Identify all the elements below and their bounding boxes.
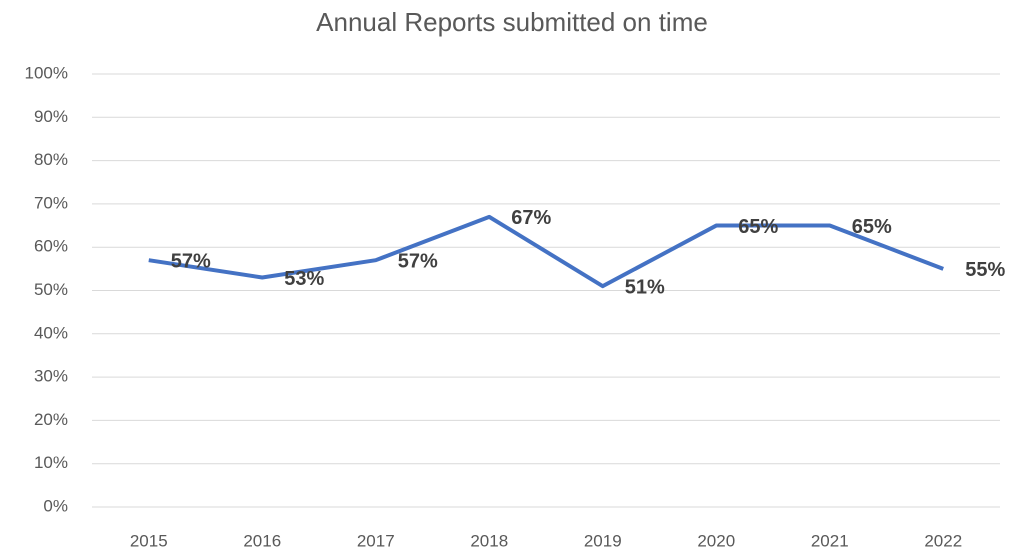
y-tick-label: 30% (34, 367, 68, 386)
x-tick-label: 2016 (243, 531, 281, 550)
y-tick-label: 20% (34, 410, 68, 429)
data-label: 65% (852, 216, 892, 238)
x-tick-label: 2018 (470, 531, 508, 550)
x-tick-label: 2022 (924, 531, 962, 550)
data-label: 57% (171, 250, 211, 272)
data-label: 51% (625, 276, 665, 298)
x-tick-label: 2021 (811, 531, 849, 550)
data-label: 55% (965, 259, 1005, 281)
data-line (148, 214, 944, 289)
y-tick-label: 40% (34, 323, 68, 342)
x-tick-label: 2015 (130, 531, 168, 550)
y-tick-label: 60% (34, 237, 68, 256)
x-tick-label: 2017 (357, 531, 395, 550)
data-label: 65% (738, 216, 778, 238)
x-tick-label: 2020 (697, 531, 735, 550)
data-label: 57% (398, 250, 438, 272)
y-tick-label: 50% (34, 280, 68, 299)
data-label: 53% (284, 268, 324, 290)
y-tick-label: 0% (43, 496, 68, 515)
x-tick-label: 2019 (584, 531, 622, 550)
y-tick-label: 70% (34, 193, 68, 212)
y-tick-label: 100% (25, 63, 68, 82)
data-label: 67% (511, 207, 551, 229)
chart-title: Annual Reports submitted on time (316, 7, 708, 37)
y-tick-label: 90% (34, 107, 68, 126)
y-tick-label: 80% (34, 150, 68, 169)
y-tick-label: 10% (34, 453, 68, 472)
